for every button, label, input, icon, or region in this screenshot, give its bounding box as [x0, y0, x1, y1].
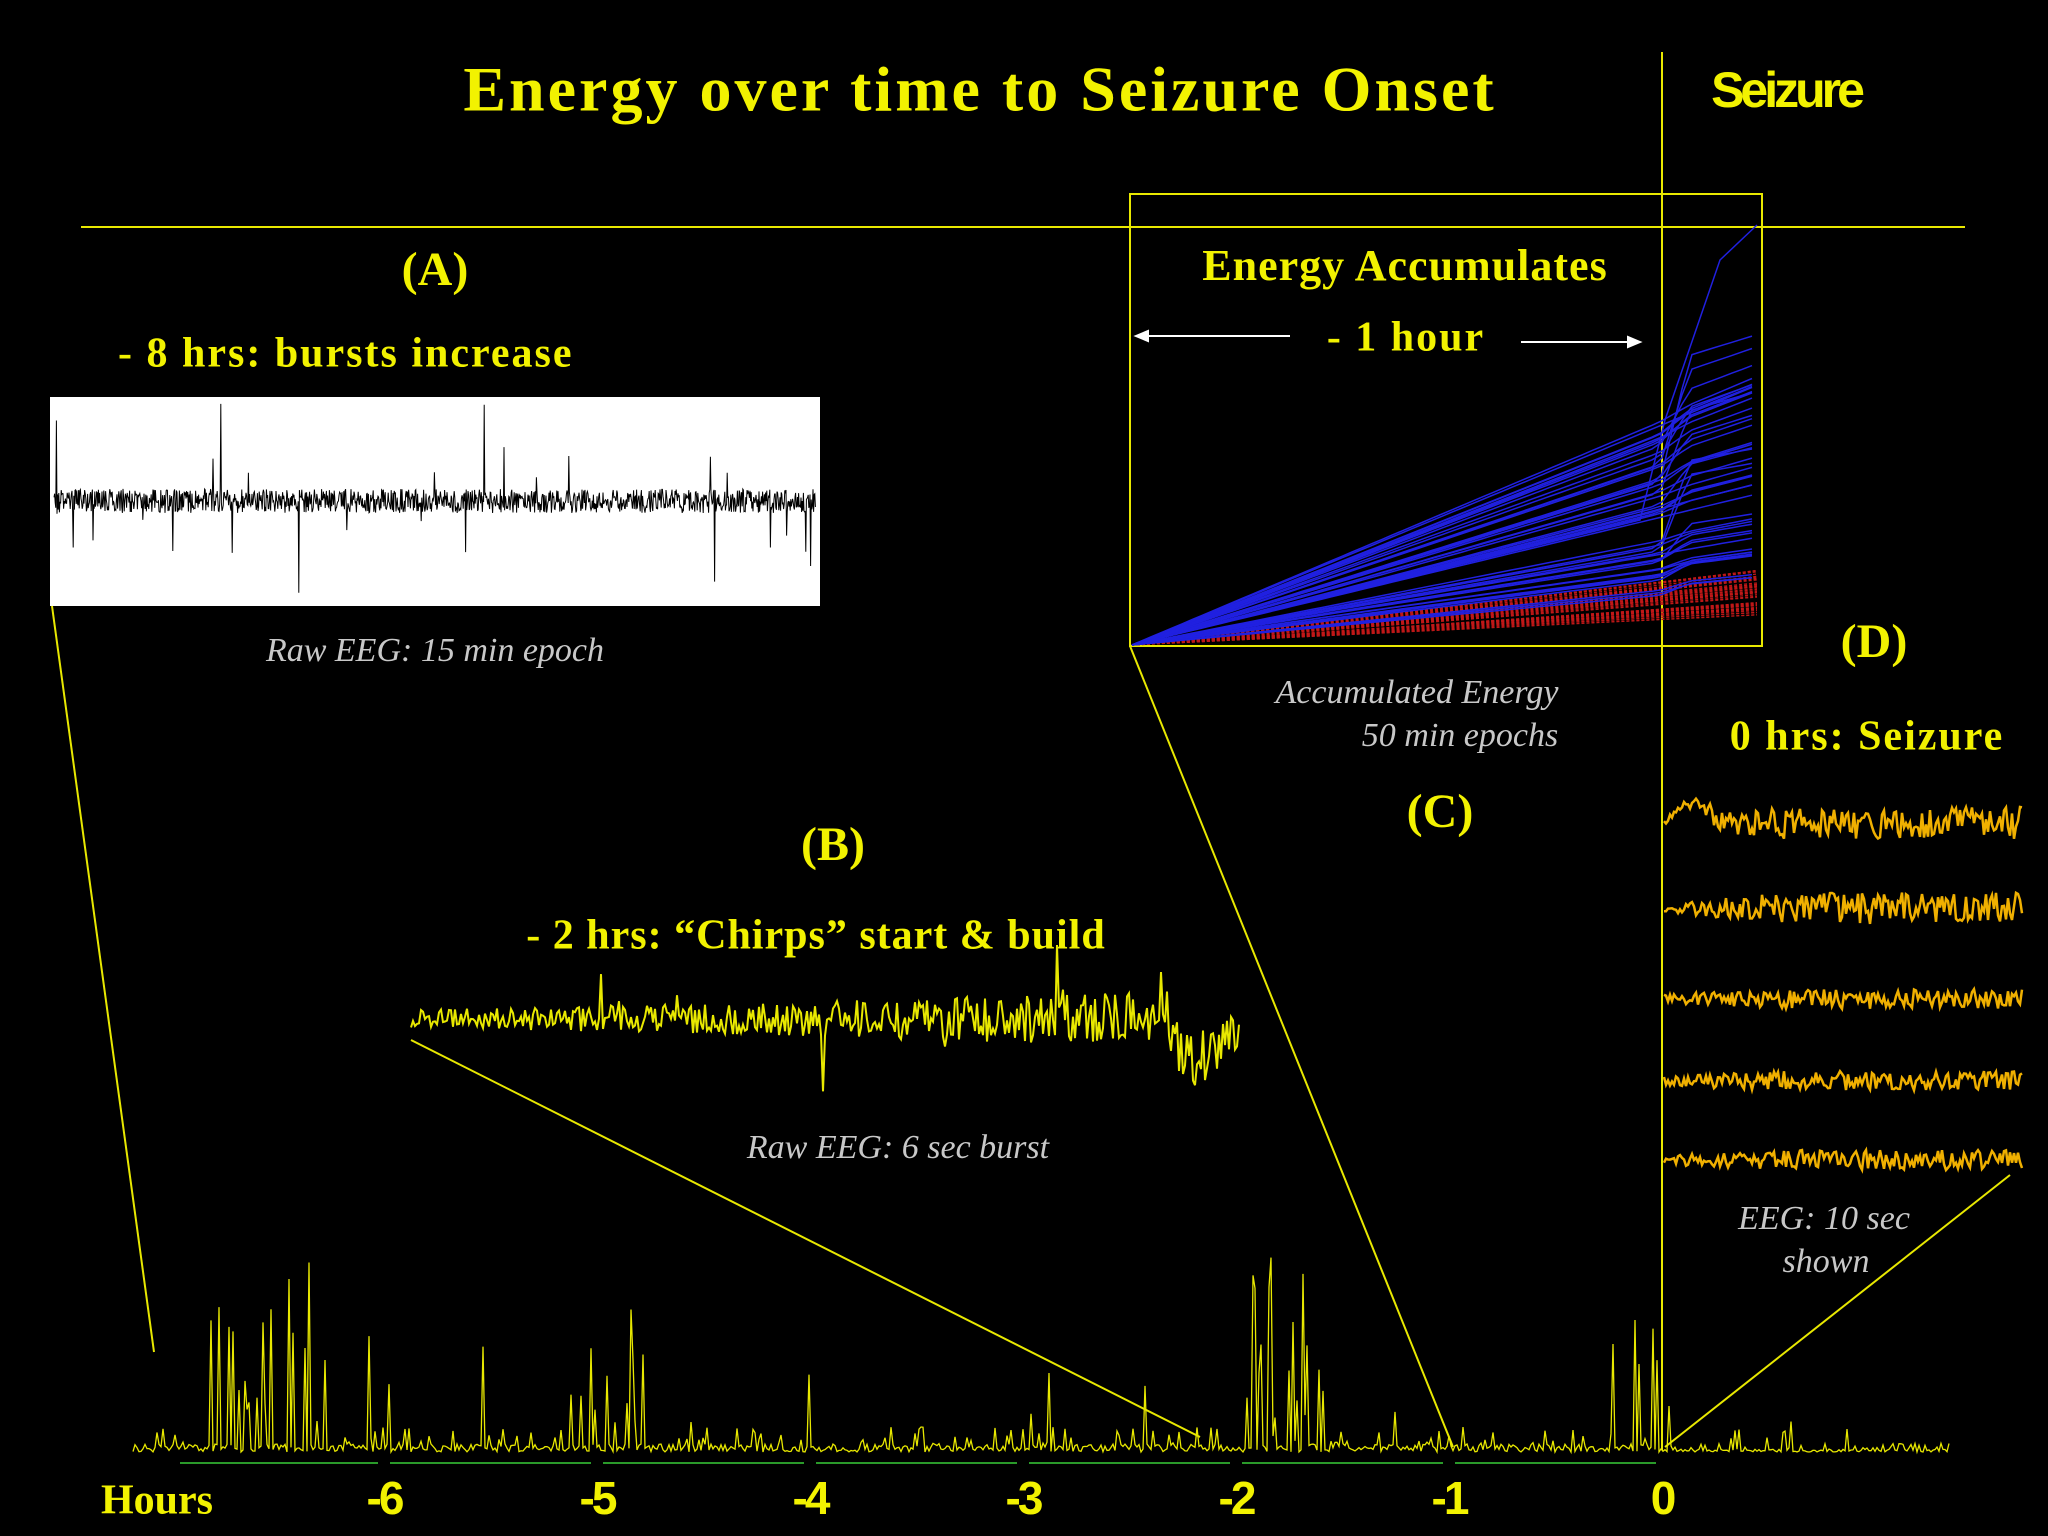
- energy-curve: [1131, 606, 1758, 646]
- panel-heading: - 2 hrs: “Chirps” start & build: [526, 913, 1105, 959]
- energy-curve: [1131, 609, 1758, 646]
- x-tick-label: -4: [793, 1472, 831, 1524]
- connector: [51, 605, 155, 1353]
- axis-ticks: -6 -5 -4 -3 -2 -1 0: [180, 1462, 1678, 1524]
- seizure-trace: [1663, 985, 2024, 1013]
- eeg-trace-group: [53, 403, 816, 593]
- energy-curve: [1131, 588, 1758, 646]
- energy-curve: [1131, 596, 1758, 646]
- energy-curve: [1131, 589, 1758, 646]
- x-tick-label: -6: [367, 1472, 403, 1524]
- energy-curve: [1131, 590, 1758, 646]
- chirp-trace: [410, 944, 1240, 1092]
- energy-curve: [1131, 554, 1753, 646]
- energy-curves: [1131, 224, 1758, 646]
- seizure-trace: [1662, 1146, 2024, 1174]
- panel-caption: shown: [1783, 1243, 1870, 1280]
- energy-curve: [1131, 414, 1753, 646]
- panel-caption: EEG: 10 sec: [1737, 1200, 1910, 1237]
- arrow-head: [1627, 335, 1643, 349]
- energy-curve: [1131, 466, 1753, 646]
- energy-curve: [1131, 386, 1753, 646]
- chirp-trace: [410, 944, 1240, 1092]
- energy-curve: [1131, 446, 1753, 646]
- panel-caption: Raw EEG: 15 min epoch: [265, 632, 604, 669]
- energy-curve: [1131, 614, 1758, 646]
- energy-curve: [1131, 592, 1758, 646]
- energy-curve: [1131, 457, 1753, 646]
- x-tick-label: -1: [1432, 1472, 1469, 1524]
- seizure-label: Seizure: [1711, 62, 1864, 118]
- energy-curve: [1131, 383, 1753, 646]
- panel-label: (B): [801, 818, 865, 871]
- energy-curve: [1131, 532, 1753, 646]
- energy-curve: [1131, 551, 1753, 646]
- energy-curve: [1131, 347, 1753, 646]
- energy-curve: [1131, 576, 1753, 646]
- energy-curve: [1131, 553, 1753, 646]
- energy-curve: [1131, 594, 1758, 646]
- seizure-trace: [1662, 1067, 2023, 1095]
- panel-caption: 50 min epochs: [1362, 717, 1558, 754]
- energy-curve: [1131, 604, 1758, 646]
- seizure-traces: [1662, 796, 2024, 1174]
- energy-curve: [1131, 384, 1753, 646]
- seizure-trace: [1664, 890, 2024, 925]
- energy-box: [1129, 193, 1763, 647]
- panel-heading: - 8 hrs: bursts increase: [118, 331, 574, 377]
- axis-label: Hours: [101, 1478, 213, 1524]
- energy-curve: [1131, 595, 1758, 646]
- energy-trace: [132, 1257, 1950, 1455]
- panel-label: (C): [1407, 785, 1474, 838]
- arrow-head: [1133, 329, 1149, 343]
- energy-curve: [1131, 611, 1758, 646]
- connector: [1129, 645, 1454, 1448]
- panel-heading: 0 hrs: Seizure: [1730, 714, 2005, 760]
- energy-curve: [1131, 608, 1758, 646]
- eeg-trace: [53, 403, 816, 593]
- connector: [1664, 1174, 2011, 1448]
- x-tick-label: -3: [1006, 1472, 1042, 1524]
- energy-curve: [1131, 448, 1753, 646]
- x-tick-label: -5: [580, 1472, 617, 1524]
- panel-label: (D): [1841, 615, 1908, 668]
- panel-heading: Energy Accumulates: [1202, 241, 1607, 290]
- connectors: [51, 605, 2011, 1448]
- energy-curve: [1131, 603, 1758, 646]
- span-label: - 1 hour: [1327, 315, 1485, 361]
- energy-curve: [1131, 591, 1758, 646]
- energy-timeline: [132, 1257, 1950, 1455]
- energy-curve: [1131, 605, 1758, 646]
- energy-curve: [1131, 335, 1753, 646]
- title: Energy over time to Seizure Onset: [463, 54, 1496, 125]
- energy-curve: [1131, 224, 1758, 646]
- connector: [410, 1039, 1201, 1438]
- panel-caption: Accumulated Energy: [1274, 674, 1560, 711]
- panel-label: (A): [402, 243, 469, 296]
- seizure-trace: [1663, 796, 2023, 841]
- energy-curve: [1131, 518, 1753, 646]
- energy-curve: [1131, 407, 1753, 646]
- energy-curve: [1131, 607, 1758, 646]
- energy-curve: [1131, 392, 1753, 646]
- energy-curve: [1131, 601, 1758, 646]
- panel-caption: Raw EEG: 6 sec burst: [746, 1129, 1051, 1166]
- energy-curve: [1131, 364, 1753, 646]
- span-arrows: [1133, 329, 1643, 349]
- x-tick-label: -2: [1219, 1472, 1255, 1524]
- x-tick-label: 0: [1651, 1472, 1675, 1524]
